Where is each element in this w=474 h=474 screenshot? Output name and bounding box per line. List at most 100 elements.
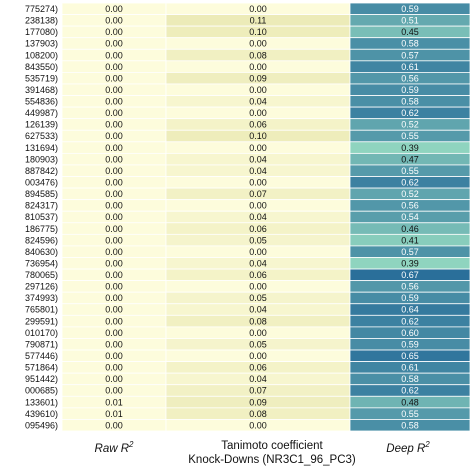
row-label: 780065): [25, 270, 58, 280]
cell-value-tanimoto: 0.05: [249, 339, 267, 349]
cell-value-raw: 0.00: [105, 131, 123, 141]
row-label: 736954): [25, 258, 58, 268]
cell-value-raw: 0.00: [105, 85, 123, 95]
cell-value-raw: 0.00: [105, 328, 123, 338]
row-label: 010170): [25, 328, 58, 338]
cell-value-tanimoto: 0.06: [249, 120, 267, 130]
row-label: 824596): [25, 235, 58, 245]
cell-value-deep: 0.65: [401, 351, 419, 361]
cell-value-tanimoto: 0.04: [249, 212, 267, 222]
cell-value-raw: 0.00: [105, 50, 123, 60]
row-label: 391468): [25, 85, 58, 95]
cell-value-raw: 0.00: [105, 39, 123, 49]
cell-value-deep: 0.59: [401, 293, 419, 303]
cell-value-tanimoto: 0.06: [249, 270, 267, 280]
cell-value-tanimoto: 0.09: [249, 73, 267, 83]
column-label-raw-text: Raw R: [94, 442, 130, 455]
heatmap-cell-deep: [349, 419, 471, 432]
cell-value-deep: 0.62: [401, 177, 419, 187]
cell-value-raw: 0.00: [105, 27, 123, 37]
cell-value-raw: 0.00: [105, 235, 123, 245]
cell-value-raw: 0.00: [105, 224, 123, 234]
cell-value-tanimoto: 0.04: [249, 166, 267, 176]
cell-value-raw: 0.00: [105, 189, 123, 199]
cell-value-tanimoto: 0.00: [249, 4, 267, 14]
cell-values: 0.00 0.00 0.590.00 0.11 0.510.00 0.10 0.450.00…: [105, 4, 419, 430]
row-label: 765801): [25, 305, 58, 315]
cell-value-raw: 0.00: [105, 374, 123, 384]
cell-value-raw: 0.00: [105, 316, 123, 326]
cell-value-tanimoto: 0.00: [249, 177, 267, 187]
cell-value-raw: 0.00: [105, 201, 123, 211]
row-label: 439610): [25, 409, 58, 419]
cell-value-deep: 0.61: [401, 62, 419, 72]
cell-value-deep: 0.47: [401, 154, 419, 164]
cell-value-deep: 0.45: [401, 27, 419, 37]
cell-value-raw: 0.00: [105, 258, 123, 268]
row-label: 299591): [25, 316, 58, 326]
row-label: 824317): [25, 201, 58, 211]
row-label: 297126): [25, 282, 58, 292]
row-label: 374993): [25, 293, 58, 303]
cell-value-tanimoto: 0.05: [249, 235, 267, 245]
cell-value-raw: 0.00: [105, 4, 123, 14]
column-label-tanimoto: Tanimoto coefficient: [221, 440, 323, 452]
cell-value-tanimoto: 0.08: [249, 409, 267, 419]
row-label: 137903): [25, 39, 58, 49]
row-label: 186775): [25, 224, 58, 234]
row-label: 554836): [25, 97, 58, 107]
column-label-deep-text: Deep R: [386, 442, 426, 455]
cell-value-deep: 0.56: [401, 201, 419, 211]
cell-value-tanimoto: 0.06: [249, 224, 267, 234]
column-label-deep: Deep R2: [346, 440, 470, 455]
row-label: 131694): [25, 143, 58, 153]
row-labels: 775274) 238138)177080) 137903)108200) 84355…: [25, 4, 58, 430]
cell-value-deep: 0.62: [401, 386, 419, 396]
row-label: 180903): [25, 154, 58, 164]
cell-value-raw: 0.00: [105, 270, 123, 280]
cell-value-deep: 0.64: [401, 305, 419, 315]
cell-value-raw: 0.00: [105, 339, 123, 349]
cell-value-tanimoto: 0.10: [249, 27, 267, 37]
cell-value-raw: 0.00: [105, 154, 123, 164]
cell-value-deep: 0.55: [401, 166, 419, 176]
cell-value-raw: 0.00: [105, 363, 123, 373]
cell-value-deep: 0.59: [401, 85, 419, 95]
column-label-raw-sup: 2: [129, 440, 134, 449]
cell-value-tanimoto: 0.00: [249, 328, 267, 338]
cell-value-tanimoto: 0.00: [249, 39, 267, 49]
cell-value-deep: 0.58: [401, 97, 419, 107]
row-label: 894585): [25, 189, 58, 199]
cell-value-raw: 0.00: [105, 73, 123, 83]
cell-value-tanimoto: 0.05: [249, 293, 267, 303]
cell-value-raw: 0.00: [105, 97, 123, 107]
column-label-raw: Raw R2: [62, 440, 166, 455]
cell-value-raw: 0.00: [105, 247, 123, 257]
cell-value-tanimoto: 0.00: [249, 247, 267, 257]
cell-value-tanimoto: 0.06: [249, 363, 267, 373]
row-label: 840630): [25, 247, 58, 257]
cell-value-tanimoto: 0.10: [249, 131, 267, 141]
cell-value-deep: 0.51: [401, 16, 419, 26]
cell-value-tanimoto: 0.04: [249, 258, 267, 268]
cell-value-raw: 0.00: [105, 62, 123, 72]
cell-value-deep: 0.60: [401, 328, 419, 338]
row-label: 790871): [25, 339, 58, 349]
cell-value-deep: 0.52: [401, 189, 419, 199]
row-label: 000685): [25, 386, 58, 396]
cell-value-deep: 0.55: [401, 131, 419, 141]
cell-value-raw: 0.00: [105, 351, 123, 361]
cell-value-deep: 0.57: [401, 247, 419, 257]
cell-value-raw: 0.00: [105, 293, 123, 303]
row-label: 951442): [25, 374, 58, 384]
cell-value-tanimoto: 0.11: [250, 16, 267, 26]
heatmap-cells: [61, 2, 471, 432]
row-label: 126139): [25, 120, 58, 130]
cell-value-raw: 0.00: [105, 212, 123, 222]
cell-value-deep: 0.62: [401, 108, 419, 118]
row-label: 177080): [25, 27, 58, 37]
cell-value-tanimoto: 0.00: [249, 201, 267, 211]
cell-value-raw: 0.01: [105, 409, 123, 419]
cell-value-raw: 0.00: [105, 305, 123, 315]
column-label-deep-sup: 2: [425, 440, 430, 449]
